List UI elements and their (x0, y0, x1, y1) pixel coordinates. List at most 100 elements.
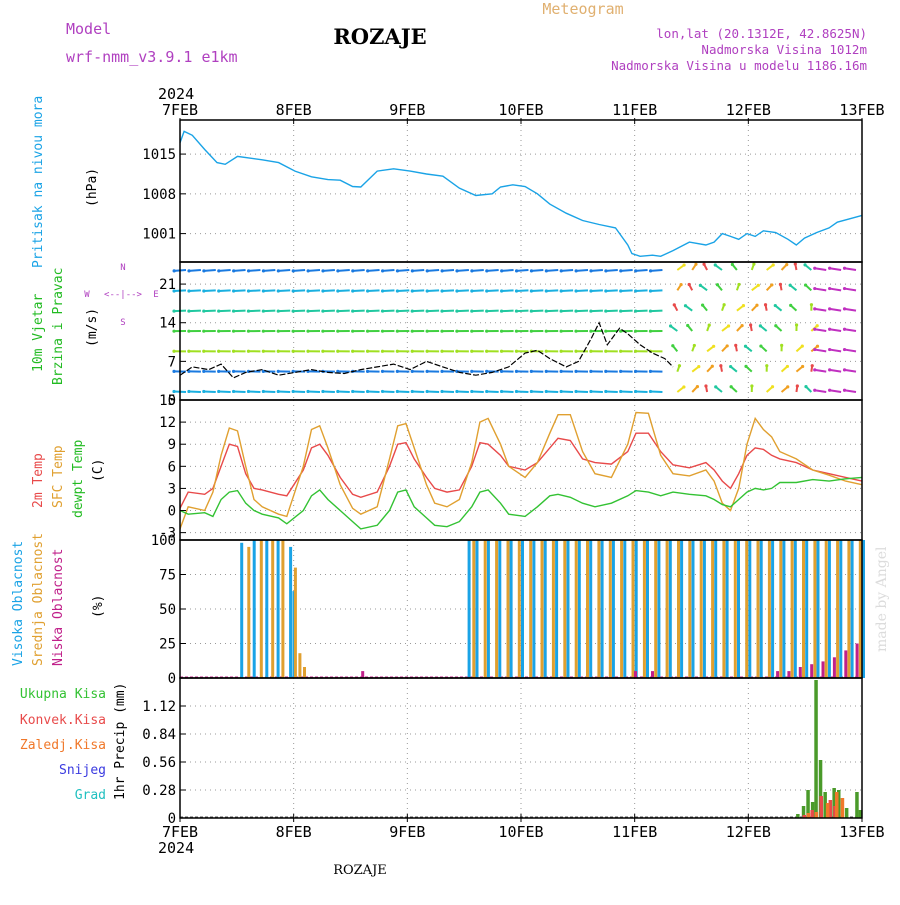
bar-srednja-oblacnost (700, 540, 703, 678)
wind-arrow-head (843, 307, 846, 310)
wind-arrow-head (411, 289, 414, 292)
wind-arrow-head (730, 385, 733, 388)
y-tick-label: 0 (168, 671, 176, 687)
wind-arrow-head (726, 344, 729, 347)
wind-arrow (502, 391, 514, 392)
wind-arrow (576, 290, 588, 291)
wind-arrow-head (813, 389, 816, 392)
wind-arrow-head (634, 309, 637, 312)
wind-arrow (845, 329, 856, 331)
wind-arrow-head (351, 289, 354, 292)
wind-arrow-head (321, 330, 324, 333)
wind-arrow-head (426, 330, 429, 333)
wind-arrow-head (813, 328, 816, 331)
wind-arrow (830, 309, 841, 311)
wind-arrow-head (202, 370, 205, 373)
wind-arrow-head (828, 287, 831, 290)
wind-arrow (308, 270, 320, 271)
wind-arrow (412, 391, 424, 392)
wind-arrow-head (560, 309, 563, 312)
wind-arrow-head (515, 269, 518, 272)
wind-arrow-head (759, 324, 762, 327)
wind-arrow (591, 270, 603, 271)
wind-arrow-head (714, 385, 717, 388)
cloud-mid-label: Srednja Oblacnost (31, 533, 46, 666)
wind-arrow-head (716, 283, 719, 286)
wind-arrow-head (321, 269, 324, 272)
wind-arrow-head (828, 307, 831, 310)
bar-srednja-oblacnost (495, 540, 498, 678)
x-tick-label-top: 7FEB (162, 101, 198, 119)
wind-arrow (472, 270, 484, 271)
wind-arrow (383, 290, 395, 291)
wind-arrow-head (669, 324, 672, 327)
bar-visoka-oblacnost (714, 540, 717, 678)
wind-arrow-head (247, 390, 250, 393)
wind-arrow-head (828, 267, 831, 270)
wind-arrow (651, 270, 663, 271)
bar-srednja-oblacnost (575, 540, 578, 678)
wind-arrow (531, 270, 543, 271)
bar-niska-oblacnost (651, 671, 654, 678)
y-tick-label: 14 (159, 316, 176, 332)
wind-label-1: 10m Vjetar (31, 294, 46, 372)
bar-srednja-oblacnost (779, 540, 782, 678)
precip-hail-label: Grad (75, 788, 106, 803)
wind-arrow-head (604, 269, 607, 272)
wind-arrow-head (634, 269, 637, 272)
wind-arrow-head (683, 263, 686, 266)
bar-visoka-oblacnost (521, 540, 524, 678)
wind-arrow (263, 270, 275, 271)
wind-arrow (323, 270, 335, 271)
wind-arrow-head (470, 309, 473, 312)
precip-frozen-label: Zaledj.Kisa (20, 738, 106, 753)
x-tick-label-bottom: 9FEB (389, 823, 425, 841)
wind-arrow-head (262, 330, 265, 333)
wind-arrow (368, 391, 380, 392)
wind-arrow-head (411, 350, 414, 353)
bar-niska-oblacnost (844, 650, 847, 678)
wind-arrow-head (649, 330, 652, 333)
y-tick-label: 1.12 (142, 699, 176, 715)
pressure-unit: (hPa) (85, 168, 100, 207)
wind-arrow-head (426, 370, 429, 373)
bar-srednja-oblacnost (586, 540, 589, 678)
wind-arrow-head (366, 330, 369, 333)
wind-arrow (442, 391, 454, 392)
bar-visoka-oblacnost (692, 540, 695, 678)
wind-arrow-head (187, 289, 190, 292)
wind-arrow-head (277, 330, 280, 333)
wind-arrow-head (765, 364, 768, 367)
wind-arrow-head (649, 390, 652, 393)
bar-visoka-oblacnost (544, 540, 547, 678)
wind-arrow-head (530, 289, 533, 292)
wind-arrow-head (440, 350, 443, 353)
wind-arrow (442, 270, 454, 271)
bar-visoka-oblacnost (476, 540, 479, 678)
wind-arrow-head (545, 390, 548, 393)
wind-arrow-head (336, 390, 339, 393)
precip-conv-label: Konvek.Kisa (20, 713, 106, 728)
wind-arrow (204, 270, 216, 271)
wind-arrow-head (247, 289, 250, 292)
wind-arrow-head (321, 289, 324, 292)
wind-arrow (353, 391, 365, 392)
wind-arrow-head (411, 330, 414, 333)
bar-srednja-oblacnost (757, 540, 760, 678)
wind-arrow (546, 270, 558, 271)
wind-arrow-head (757, 284, 760, 287)
wind-arrow (189, 270, 201, 271)
x-tick-label-top: 13FEB (839, 101, 884, 119)
bar-srednja-oblacnost (298, 653, 301, 678)
wind-arrow (457, 290, 469, 291)
lonlat-text: lon,lat (20.1312E, 42.8625N) (656, 26, 867, 41)
wind-arrow-head (634, 390, 637, 393)
wind-arrow (293, 391, 305, 392)
wind-arrow-head (381, 269, 384, 272)
wind-arrow-head (500, 289, 503, 292)
wind-arrow-head (187, 330, 190, 333)
compass-arrows: <--|--> (104, 290, 143, 300)
wind-arrow-head (202, 350, 205, 353)
wind-arrow-head (811, 364, 814, 367)
wind-arrow-head (426, 350, 429, 353)
